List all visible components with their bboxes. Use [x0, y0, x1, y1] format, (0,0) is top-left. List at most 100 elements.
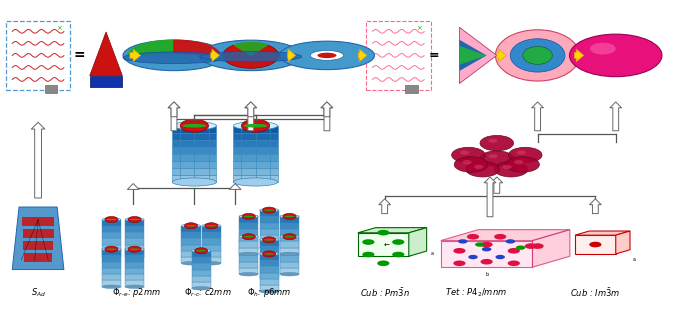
Ellipse shape	[196, 250, 206, 252]
Circle shape	[180, 119, 208, 132]
Bar	[259, 271, 279, 277]
Ellipse shape	[259, 238, 279, 241]
Ellipse shape	[264, 253, 274, 255]
Circle shape	[362, 239, 375, 245]
Bar	[234, 140, 278, 147]
Text: =: =	[73, 48, 84, 62]
Bar	[239, 262, 258, 268]
Bar	[172, 140, 217, 147]
Circle shape	[524, 243, 537, 249]
Circle shape	[480, 135, 513, 151]
Polygon shape	[174, 40, 220, 55]
Text: Tet : $P4_2/mnm$: Tet : $P4_2/mnm$	[445, 287, 507, 299]
Ellipse shape	[317, 53, 336, 58]
Circle shape	[377, 261, 390, 266]
Circle shape	[488, 138, 498, 143]
Ellipse shape	[125, 247, 144, 251]
Polygon shape	[409, 228, 426, 256]
Text: b: b	[485, 272, 488, 277]
Ellipse shape	[123, 40, 225, 71]
Bar	[280, 216, 299, 223]
Polygon shape	[533, 230, 570, 267]
Bar	[234, 126, 278, 133]
Bar	[259, 235, 279, 241]
Ellipse shape	[106, 249, 116, 250]
Ellipse shape	[280, 252, 299, 256]
Circle shape	[283, 234, 296, 240]
Circle shape	[514, 160, 524, 164]
Bar	[259, 210, 279, 216]
Ellipse shape	[259, 246, 279, 249]
Circle shape	[105, 216, 118, 223]
Ellipse shape	[181, 224, 200, 228]
Bar	[125, 238, 144, 245]
Circle shape	[481, 259, 493, 264]
Polygon shape	[460, 46, 487, 65]
Circle shape	[506, 157, 539, 172]
Bar	[259, 229, 279, 235]
Ellipse shape	[510, 39, 565, 72]
Circle shape	[262, 237, 276, 243]
Ellipse shape	[280, 273, 299, 276]
Bar	[280, 256, 299, 262]
Text: $S_{Ad}$: $S_{Ad}$	[31, 287, 46, 299]
Circle shape	[362, 252, 375, 257]
Bar	[102, 219, 121, 226]
Circle shape	[262, 251, 276, 257]
Bar	[172, 154, 217, 161]
Circle shape	[507, 248, 520, 254]
Bar	[191, 257, 210, 263]
Bar	[125, 232, 144, 238]
Bar	[280, 262, 299, 268]
Bar	[125, 226, 144, 232]
Ellipse shape	[186, 225, 196, 226]
Bar	[125, 262, 144, 268]
Ellipse shape	[191, 249, 210, 252]
Circle shape	[494, 161, 528, 177]
Text: =: =	[429, 49, 440, 62]
Bar	[181, 232, 200, 238]
Circle shape	[589, 242, 601, 247]
Bar	[102, 268, 121, 274]
Circle shape	[480, 151, 513, 166]
Bar	[172, 126, 217, 133]
Circle shape	[494, 234, 507, 240]
Circle shape	[205, 223, 218, 229]
Circle shape	[467, 234, 479, 240]
Polygon shape	[90, 32, 123, 76]
Bar	[181, 245, 200, 251]
Bar	[125, 274, 144, 280]
Bar	[239, 229, 258, 235]
Circle shape	[454, 261, 466, 266]
Text: $\Phi_{r\text{-}c}$: $c2mm$: $\Phi_{r\text{-}c}$: $c2mm$	[184, 287, 232, 299]
Bar	[239, 249, 258, 256]
Bar	[234, 168, 278, 175]
Circle shape	[517, 150, 526, 155]
Bar	[172, 168, 217, 175]
Bar	[259, 266, 279, 273]
Bar	[280, 241, 299, 248]
Ellipse shape	[183, 124, 206, 127]
Bar	[125, 249, 144, 256]
Polygon shape	[460, 27, 497, 84]
Ellipse shape	[202, 262, 221, 265]
Circle shape	[475, 242, 485, 247]
Bar	[23, 241, 53, 250]
Bar	[181, 251, 200, 257]
Polygon shape	[234, 42, 267, 55]
Ellipse shape	[123, 52, 225, 64]
Circle shape	[454, 248, 466, 254]
Circle shape	[128, 216, 141, 223]
Circle shape	[283, 213, 296, 219]
Text: $\Phi_{r\text{-}e}$: $p2mm$: $\Phi_{r\text{-}e}$: $p2mm$	[112, 286, 161, 299]
Bar	[259, 273, 279, 279]
Ellipse shape	[129, 249, 140, 250]
Ellipse shape	[280, 235, 299, 238]
Circle shape	[569, 34, 662, 77]
Ellipse shape	[239, 252, 258, 256]
Text: Cub : $Im\bar{3}m$: Cub : $Im\bar{3}m$	[570, 286, 620, 299]
Circle shape	[262, 207, 276, 213]
Bar	[234, 147, 278, 154]
Ellipse shape	[239, 215, 258, 218]
Polygon shape	[12, 207, 64, 269]
